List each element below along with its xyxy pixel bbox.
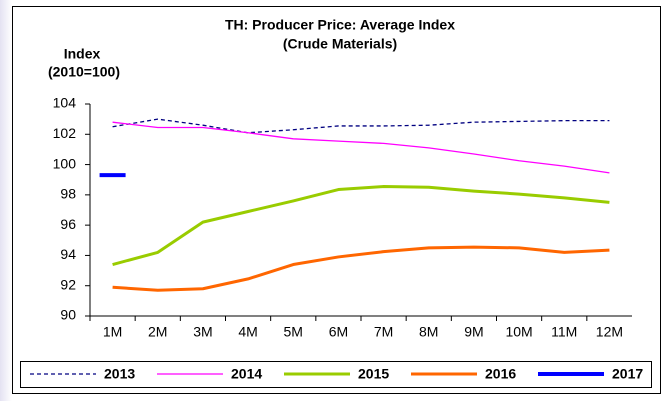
y-tick-label: 92 bbox=[60, 276, 76, 292]
line-series bbox=[112, 121, 610, 174]
x-tick-label: 5M bbox=[284, 324, 303, 340]
background-strip bbox=[0, 0, 12, 401]
y-tick-label: 100 bbox=[53, 155, 77, 171]
y-tick-label: 90 bbox=[60, 307, 76, 323]
x-tick-label: 8M bbox=[419, 324, 438, 340]
chart-title: (Crude Materials) bbox=[283, 36, 397, 52]
line-series bbox=[112, 185, 610, 266]
x-tick-label: 3M bbox=[193, 324, 212, 340]
x-tick-label: 4M bbox=[238, 324, 257, 340]
chart-frame bbox=[12, 6, 661, 394]
legend-label: 2014 bbox=[231, 366, 262, 382]
x-tick-label: 11M bbox=[551, 324, 577, 340]
x-tick-label: 9M bbox=[464, 324, 483, 340]
legend-label: 2013 bbox=[104, 366, 135, 382]
x-tick-label: 12M bbox=[596, 324, 623, 340]
legend-label: 2016 bbox=[485, 366, 516, 382]
y-tick-label: 96 bbox=[60, 216, 76, 232]
y-tick-label: 102 bbox=[53, 125, 77, 141]
y-tick-label: 98 bbox=[60, 186, 76, 202]
x-tick-label: 1M bbox=[103, 324, 122, 340]
x-tick-label: 7M bbox=[374, 324, 393, 340]
x-tick-label: 10M bbox=[505, 324, 532, 340]
chart-title: TH: Producer Price: Average Index bbox=[225, 17, 455, 33]
legend-label: 2015 bbox=[358, 366, 389, 382]
y-tick-label: 94 bbox=[60, 246, 76, 262]
y-axis-label: Index bbox=[64, 46, 101, 62]
line-series bbox=[112, 245, 610, 292]
y-axis-label: (2010=100) bbox=[48, 64, 120, 80]
line-series bbox=[112, 118, 610, 134]
x-tick-label: 2M bbox=[148, 324, 167, 340]
legend-label: 2017 bbox=[612, 366, 643, 382]
x-tick-label: 6M bbox=[329, 324, 348, 340]
y-tick-label: 104 bbox=[53, 95, 77, 111]
